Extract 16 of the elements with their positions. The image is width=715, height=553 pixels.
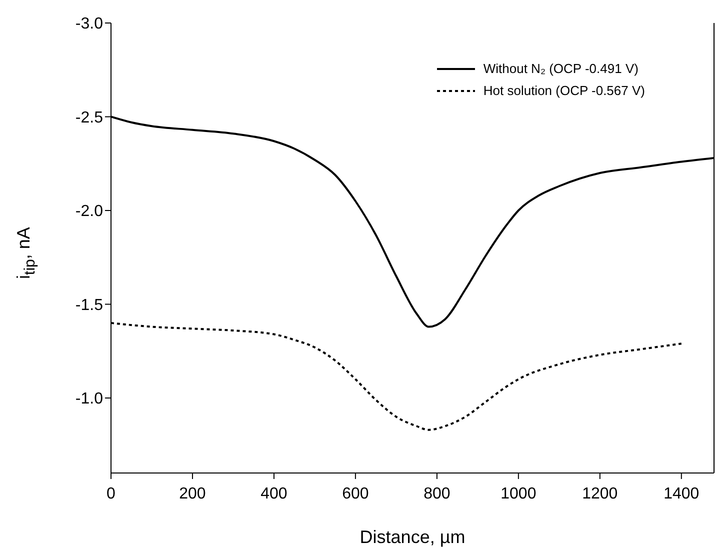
x-tick-label: 0 bbox=[106, 485, 116, 502]
x-tick-label: 1200 bbox=[582, 485, 618, 502]
legend-label: Hot solution (OCP -0.567 V) bbox=[483, 82, 645, 100]
y-tick-label: -1.5 bbox=[75, 296, 104, 314]
x-tick-label: 200 bbox=[179, 485, 206, 502]
x-tick-label: 1000 bbox=[500, 485, 536, 502]
x-tick-label: 600 bbox=[342, 485, 369, 502]
x-axis-title: Distance, µm bbox=[360, 527, 466, 547]
y-tick-label: -2.0 bbox=[75, 203, 104, 220]
y-tick-label: -2.5 bbox=[75, 109, 104, 126]
y-tick-label: -3.0 bbox=[75, 16, 104, 33]
x-tick-label: 1400 bbox=[664, 485, 700, 502]
y-tick-label: -1.0 bbox=[75, 390, 104, 408]
legend-label: Without N₂ (OCP -0.491 V) bbox=[483, 60, 638, 78]
x-tick-label: 400 bbox=[260, 485, 288, 502]
x-tick-label: 800 bbox=[424, 485, 450, 502]
